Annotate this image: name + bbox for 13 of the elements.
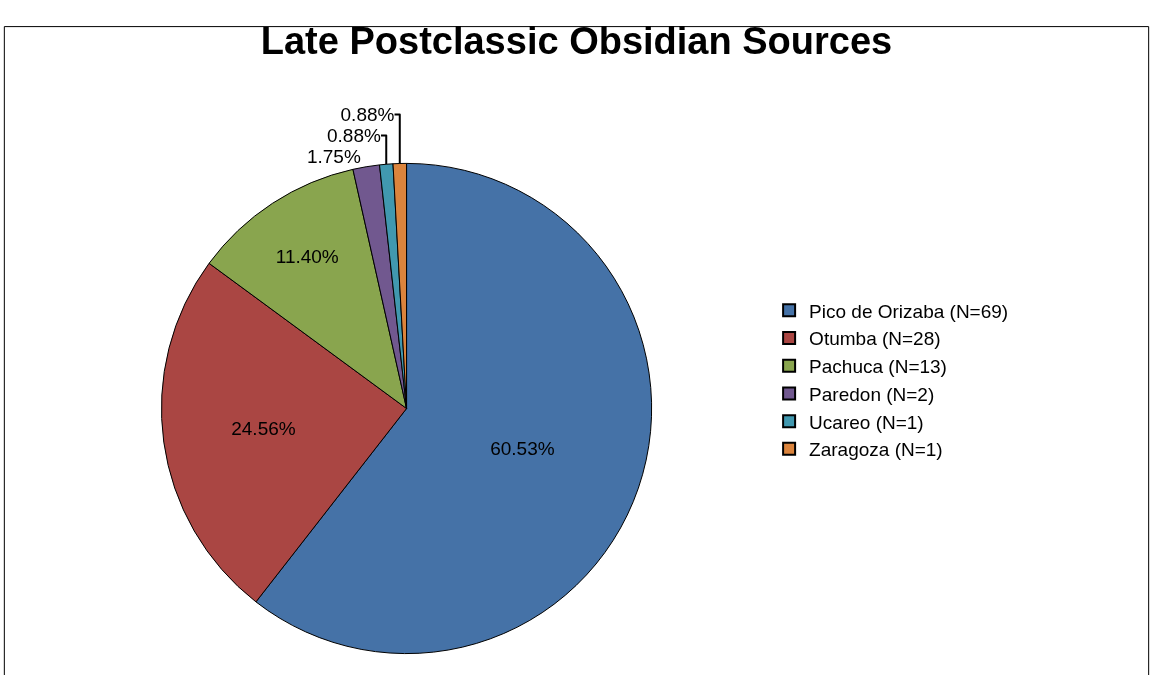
data-label: 24.56% xyxy=(231,417,296,439)
legend-label: Ucareo (N=1) xyxy=(809,411,924,433)
data-label: 1.75% xyxy=(306,146,361,168)
legend-label: Pachuca (N=13) xyxy=(809,356,947,378)
legend-label: Paredon (N=2) xyxy=(809,383,935,405)
legend-label: Pico de Orizaba (N=69) xyxy=(809,300,1009,322)
legend-label: Otumba (N=28) xyxy=(809,328,941,350)
data-label: 11.40% xyxy=(275,246,339,268)
data-label: 60.53% xyxy=(490,437,555,459)
data-label: 0.88% xyxy=(327,125,381,147)
chart-title: Late Postclassic Obsidian Sources xyxy=(260,19,893,62)
legend-label: Zaragoza (N=1) xyxy=(809,439,943,461)
data-label: 0.88% xyxy=(340,104,395,126)
